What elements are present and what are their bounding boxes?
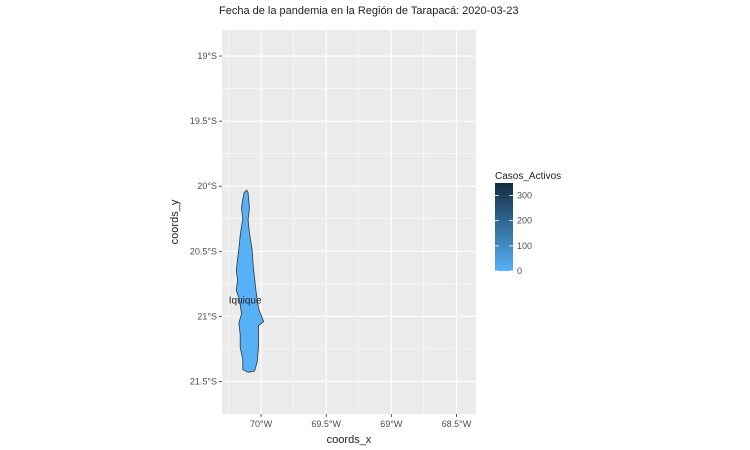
x-axis-title: coords_x	[327, 434, 372, 446]
legend-title: Casos_Activos	[495, 171, 561, 182]
legend-label: 200	[517, 216, 532, 226]
x-axis: 70°W 69.5°W 69°W 68.5°W	[250, 414, 472, 429]
legend-label: 300	[517, 191, 532, 201]
plot-title: Fecha de la pandemia en la Región de Tar…	[219, 5, 518, 17]
x-tick-label: 68.5°W	[442, 419, 472, 429]
legend-ticks: 300 200 100 0	[495, 191, 532, 276]
commune-polygon-iquique	[235, 189, 265, 373]
x-tick-label: 70°W	[250, 419, 273, 429]
x-tick-label: 69°W	[380, 419, 403, 429]
legend-colorbar	[495, 183, 513, 271]
grid-lines	[222, 30, 476, 414]
y-tick-label: 19°S	[197, 51, 217, 61]
y-tick-label: 21.5°S	[190, 376, 217, 386]
y-tick-label: 21°S	[197, 311, 217, 321]
y-tick-label: 20°S	[197, 181, 217, 191]
y-axis-title: coords_y	[169, 199, 181, 244]
y-tick-label: 20.5°S	[190, 246, 217, 256]
x-tick-label: 69.5°W	[311, 419, 341, 429]
y-tick-label: 19.5°S	[190, 116, 217, 126]
legend-label: 100	[517, 241, 532, 251]
city-label-iquique: Iquique	[229, 295, 262, 306]
legend-label: 0	[517, 266, 522, 276]
map-panel-background	[222, 30, 476, 414]
legend: Casos_Activos 300 200 100 0	[495, 171, 561, 276]
y-axis: 19°S 19.5°S 20°S 20.5°S 21°S 21.5°S	[190, 51, 222, 386]
